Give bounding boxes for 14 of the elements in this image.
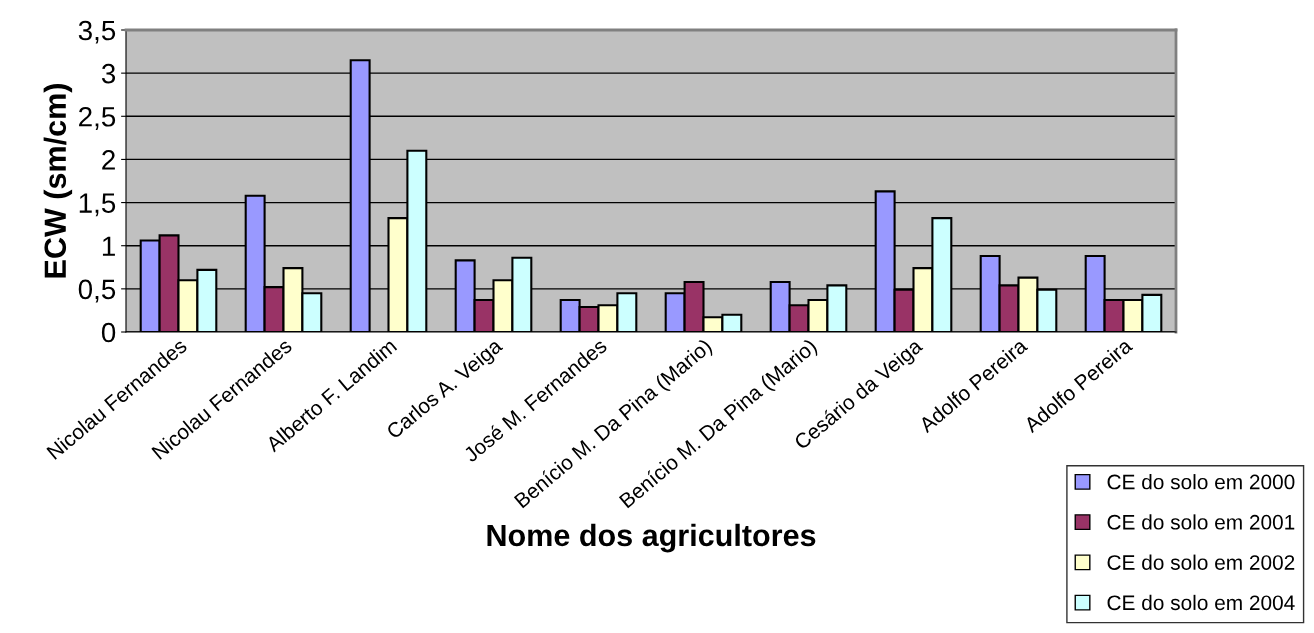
legend-label: CE do solo em 2001 <box>1107 514 1295 530</box>
y-tick-label: 0 <box>101 322 116 343</box>
y-axis-title: ECW (sm/cm) <box>43 84 73 278</box>
legend-label: CE do solo em 2004 <box>1107 594 1295 611</box>
y-tick-label: 3,5 <box>78 20 116 44</box>
y-tick-label: 2,5 <box>79 106 116 130</box>
y-tick-label: 1 <box>102 236 115 256</box>
y-tick-label: 2 <box>102 150 115 170</box>
legend-label: CE do solo em 2002 <box>1107 554 1295 570</box>
x-axis-title: Nome dos agricultores <box>487 523 816 553</box>
legend-label: CE do solo em 2000 <box>1107 474 1295 490</box>
y-tick-label: 0,5 <box>78 279 116 303</box>
y-tick-label: 1,5 <box>79 193 116 217</box>
y-tick-label: 3 <box>101 63 116 84</box>
